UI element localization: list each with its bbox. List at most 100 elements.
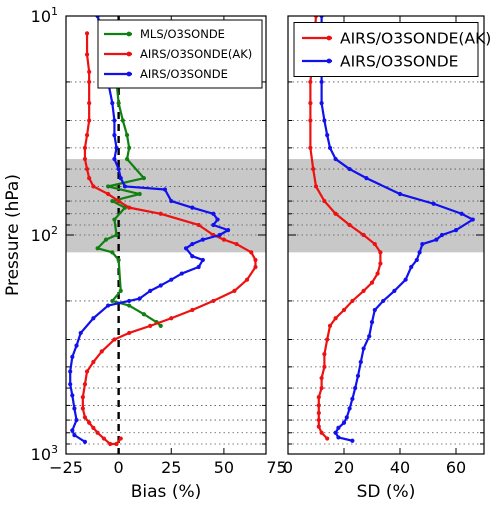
data-point bbox=[112, 156, 117, 162]
data-point bbox=[381, 298, 386, 304]
data-point bbox=[470, 217, 475, 222]
data-point bbox=[215, 217, 220, 222]
data-point bbox=[127, 145, 132, 150]
data-point bbox=[70, 393, 75, 398]
data-point bbox=[333, 156, 338, 162]
data-point bbox=[333, 211, 338, 216]
data-point bbox=[110, 250, 115, 255]
data-point bbox=[116, 166, 121, 172]
data-point bbox=[87, 176, 92, 181]
data-point bbox=[249, 250, 254, 255]
data-point bbox=[99, 349, 104, 354]
data-point bbox=[322, 364, 327, 369]
data-point bbox=[459, 211, 464, 216]
data-point bbox=[353, 385, 358, 391]
data-point bbox=[253, 264, 258, 270]
data-point bbox=[333, 430, 338, 435]
data-point bbox=[190, 205, 195, 210]
legend-box bbox=[293, 22, 479, 77]
data-point bbox=[183, 246, 189, 251]
data-point bbox=[70, 354, 75, 359]
data-point bbox=[190, 254, 195, 259]
data-point bbox=[137, 191, 142, 197]
data-point bbox=[87, 69, 92, 75]
data-point bbox=[87, 118, 92, 123]
data-point bbox=[127, 303, 132, 308]
data-point bbox=[106, 184, 111, 189]
data-point bbox=[336, 435, 341, 440]
legend-marker bbox=[326, 35, 332, 41]
legend-label: AIRS/O3SONDE bbox=[140, 67, 228, 81]
data-point bbox=[211, 298, 216, 304]
data-point bbox=[114, 232, 119, 238]
data-point bbox=[361, 288, 366, 294]
data-point bbox=[316, 424, 321, 429]
y-tick-base: 10 bbox=[31, 445, 51, 464]
data-point bbox=[200, 237, 205, 242]
data-point bbox=[148, 288, 153, 294]
data-point bbox=[169, 277, 174, 282]
data-point bbox=[369, 320, 375, 325]
shaded-band bbox=[66, 159, 266, 253]
data-point bbox=[397, 191, 403, 197]
data-point bbox=[72, 406, 77, 411]
x-tick-label: 50 bbox=[214, 458, 234, 477]
data-point bbox=[327, 145, 333, 150]
data-point bbox=[358, 359, 363, 365]
data-point bbox=[141, 312, 146, 317]
data-point bbox=[124, 156, 130, 162]
x-tick-label: −25 bbox=[49, 458, 83, 477]
data-point bbox=[434, 237, 439, 242]
data-point bbox=[316, 403, 321, 408]
data-point bbox=[82, 382, 88, 387]
data-point bbox=[84, 369, 90, 374]
data-point bbox=[116, 101, 121, 106]
data-point bbox=[347, 222, 352, 228]
data-point bbox=[319, 101, 324, 106]
data-point bbox=[325, 436, 330, 441]
data-point bbox=[378, 250, 383, 255]
y-tick-base: 10 bbox=[31, 226, 51, 245]
data-point bbox=[118, 288, 123, 294]
data-point bbox=[68, 369, 73, 374]
data-point bbox=[158, 323, 163, 328]
data-point bbox=[322, 118, 327, 123]
data-point bbox=[200, 257, 205, 263]
data-point bbox=[108, 441, 113, 447]
data-point bbox=[350, 438, 355, 443]
data-point bbox=[217, 232, 222, 238]
data-point bbox=[112, 133, 117, 138]
y-tick-base: 10 bbox=[31, 7, 51, 26]
gridlines bbox=[288, 81, 484, 445]
legend-marker bbox=[126, 31, 132, 37]
data-point bbox=[84, 133, 90, 138]
data-point bbox=[409, 264, 414, 270]
data-point bbox=[322, 198, 327, 204]
data-point bbox=[316, 417, 321, 423]
data-point bbox=[112, 337, 117, 342]
data-point bbox=[311, 166, 316, 172]
data-point bbox=[72, 433, 77, 438]
data-point bbox=[211, 222, 216, 228]
data-point bbox=[110, 298, 115, 304]
data-point bbox=[124, 133, 130, 138]
legend-marker bbox=[326, 58, 332, 64]
data-point bbox=[308, 101, 313, 106]
x-tick-label: 0 bbox=[114, 458, 124, 477]
x-tick-label: 0 bbox=[283, 458, 293, 477]
gridlines bbox=[66, 81, 266, 445]
data-point bbox=[244, 277, 250, 282]
y-tick-exponent: 1 bbox=[51, 5, 58, 18]
data-point bbox=[120, 118, 125, 123]
data-point bbox=[403, 277, 408, 282]
data-point bbox=[87, 101, 92, 106]
data-point bbox=[361, 232, 366, 238]
data-point bbox=[319, 385, 324, 391]
data-point bbox=[116, 198, 121, 204]
x-tick-label: 25 bbox=[161, 458, 181, 477]
data-point bbox=[350, 396, 355, 401]
data-point bbox=[369, 280, 375, 285]
data-point bbox=[361, 346, 366, 351]
